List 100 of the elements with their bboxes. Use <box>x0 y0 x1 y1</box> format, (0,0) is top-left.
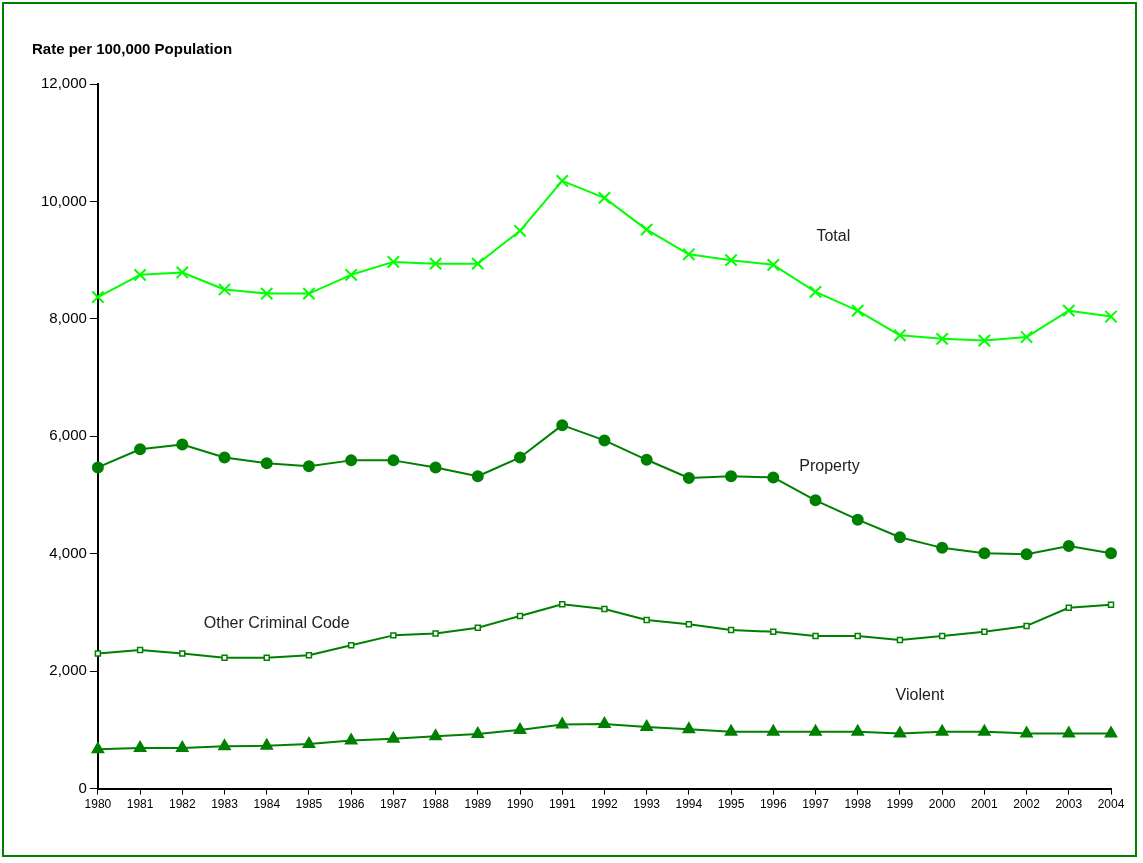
point <box>851 724 864 736</box>
point <box>1105 547 1117 560</box>
point <box>133 741 147 753</box>
x-tick-label: 1992 <box>591 797 619 812</box>
point <box>471 470 484 483</box>
point <box>597 191 612 205</box>
point <box>1020 726 1033 738</box>
series-label: Other Criminal Code <box>203 614 350 632</box>
y-tick-label: 0 <box>78 778 87 796</box>
point <box>682 471 695 484</box>
point <box>432 630 439 637</box>
point <box>640 222 654 237</box>
point <box>218 739 231 751</box>
x-tick-label: 1990 <box>506 797 534 812</box>
point <box>978 547 991 560</box>
point <box>896 636 904 644</box>
x-tick-label: 1997 <box>802 797 830 812</box>
series-label: Violent <box>895 685 945 703</box>
point <box>851 303 865 318</box>
y-tick-label: 8,000 <box>49 309 87 327</box>
point <box>1019 330 1034 344</box>
point <box>133 268 147 282</box>
point <box>390 632 397 639</box>
point <box>1062 726 1075 738</box>
point <box>347 642 355 649</box>
point <box>808 285 823 299</box>
point <box>91 461 104 474</box>
point <box>556 717 569 729</box>
x-tick-label: 1987 <box>380 797 408 812</box>
y-tick-label: 6,000 <box>49 426 87 444</box>
point <box>344 268 358 282</box>
x-tick-label: 2003 <box>1055 797 1083 812</box>
point <box>893 328 907 342</box>
x-tick-label: 1993 <box>633 797 661 812</box>
point <box>598 434 611 447</box>
point <box>555 174 569 188</box>
point <box>513 224 527 238</box>
point <box>556 419 569 432</box>
point <box>91 290 105 304</box>
point <box>428 257 443 271</box>
point <box>175 265 189 280</box>
x-tick-label: 1998 <box>844 797 872 812</box>
point <box>1107 601 1115 609</box>
text: Total <box>816 227 851 245</box>
point <box>176 438 189 451</box>
point <box>978 724 991 736</box>
point <box>305 652 313 659</box>
point <box>725 470 738 483</box>
point <box>136 646 144 654</box>
point <box>221 654 228 661</box>
point <box>767 471 780 484</box>
point <box>176 741 189 753</box>
point <box>386 255 401 269</box>
point <box>981 628 988 636</box>
x-tick-label: 1995 <box>717 797 745 812</box>
x-tick-label: 1999 <box>886 797 914 812</box>
point <box>601 605 608 613</box>
point <box>935 724 949 736</box>
point <box>809 724 822 736</box>
point <box>936 541 949 554</box>
point <box>770 628 777 636</box>
point <box>724 253 738 267</box>
point <box>640 719 653 731</box>
point <box>1023 622 1030 630</box>
point <box>513 722 527 734</box>
point <box>893 726 907 738</box>
x-tick-label: 1982 <box>168 797 196 812</box>
point <box>682 247 696 261</box>
point <box>812 632 819 640</box>
point <box>766 258 780 272</box>
x-tick-label: 1988 <box>422 797 450 812</box>
point <box>1062 540 1075 553</box>
point <box>345 454 358 467</box>
point <box>854 632 861 640</box>
point <box>134 443 147 456</box>
point <box>1104 726 1118 738</box>
point <box>260 286 274 301</box>
point <box>217 282 232 297</box>
series-label: Property <box>799 456 860 474</box>
point <box>94 650 102 657</box>
x-tick-label: 2001 <box>971 797 999 812</box>
x-tick-label: 1991 <box>548 797 576 812</box>
point <box>429 729 442 741</box>
point <box>1020 548 1033 561</box>
point <box>218 451 231 464</box>
point <box>260 738 273 750</box>
point <box>514 451 527 464</box>
point <box>893 531 906 544</box>
x-tick-label: 2004 <box>1097 797 1125 812</box>
point <box>851 513 864 526</box>
point <box>387 454 400 467</box>
point <box>516 612 524 620</box>
point <box>559 601 566 608</box>
x-tick-label: 2002 <box>1013 797 1041 812</box>
point <box>640 453 653 466</box>
y-tick-label: 12,000 <box>40 74 87 92</box>
point <box>1062 303 1076 318</box>
x-tick-label: 1996 <box>759 797 787 812</box>
point <box>724 724 738 736</box>
point <box>471 726 484 738</box>
